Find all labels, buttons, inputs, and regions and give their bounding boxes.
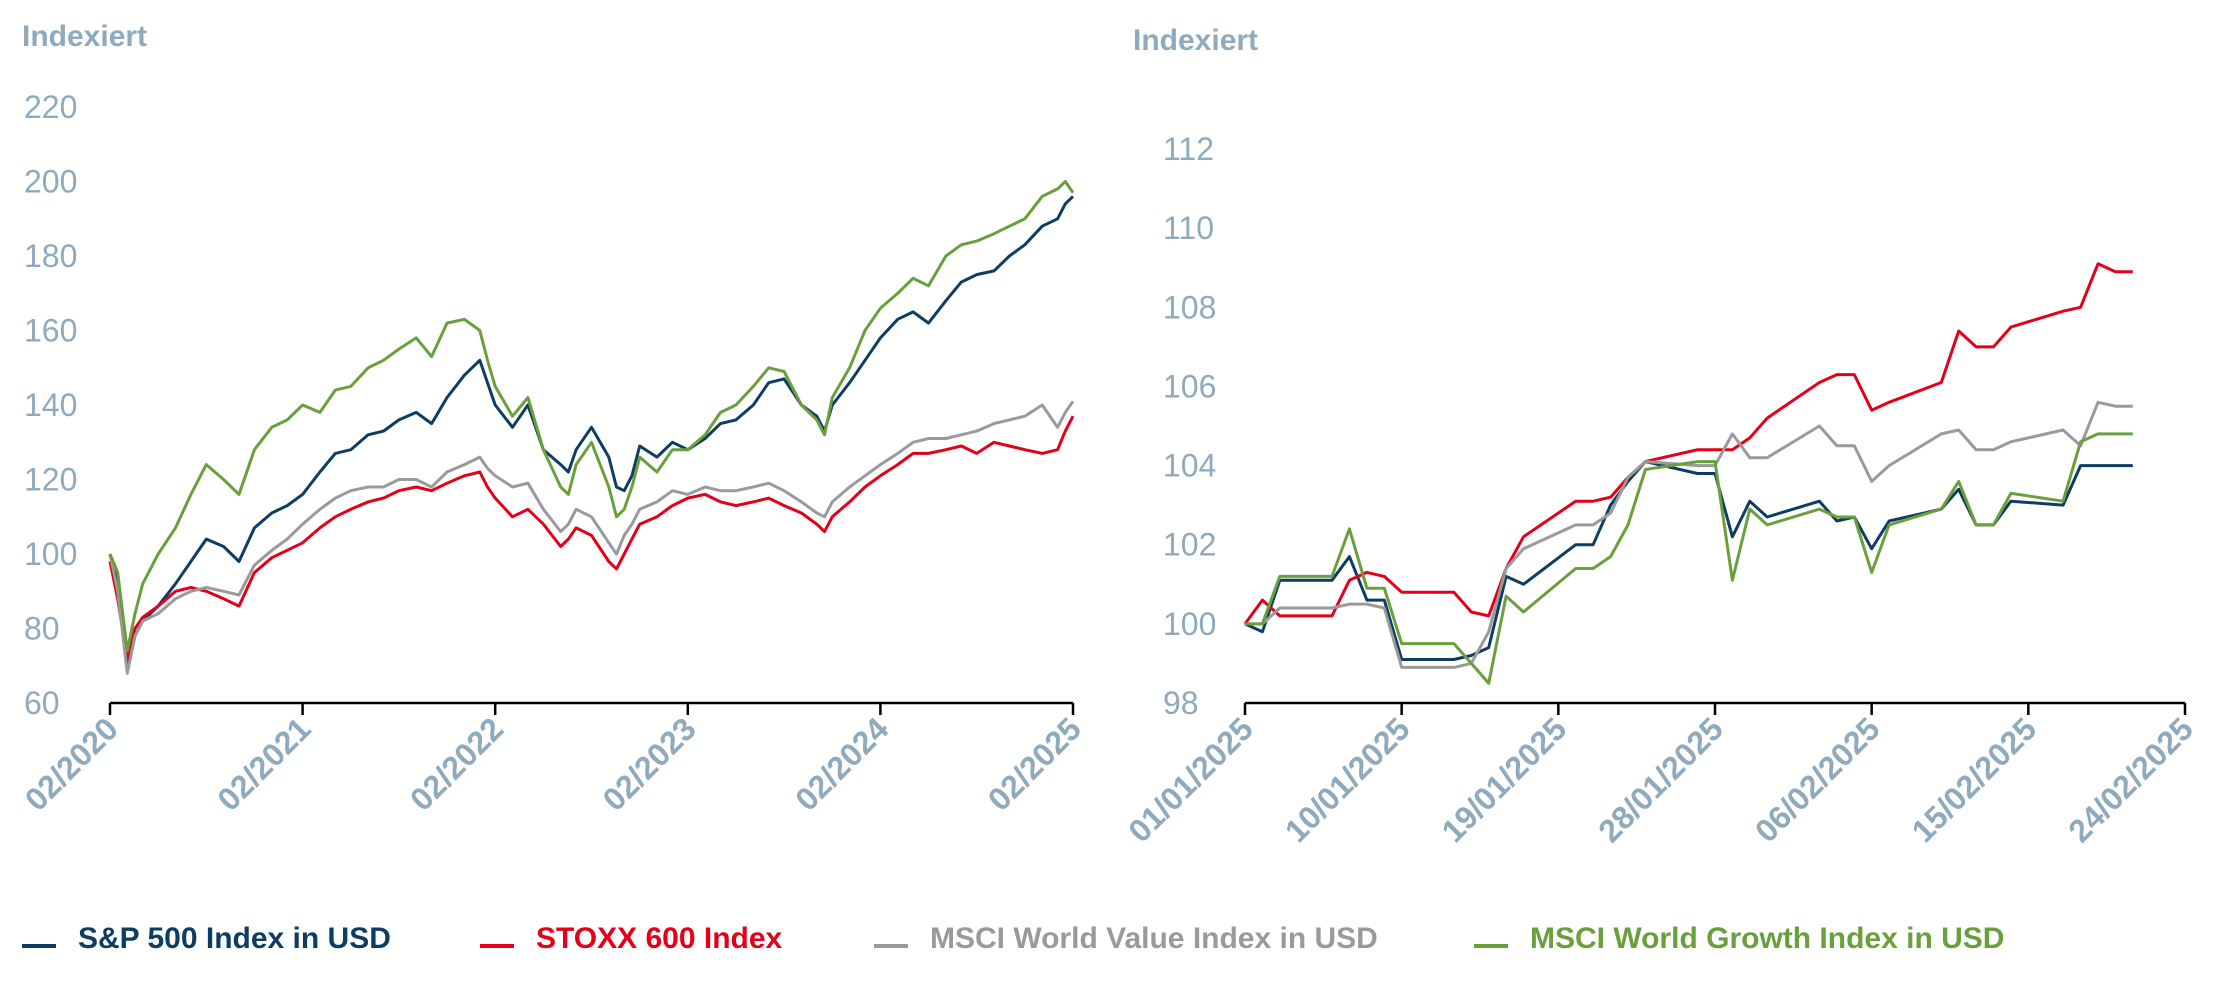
chart-left-xtick-label: 02/2020	[18, 710, 125, 817]
chart-left-xtick-label: 02/2021	[210, 710, 317, 817]
chart-right-xtick-label: 15/02/2025	[1905, 710, 2044, 849]
chart-left-ytick: 180	[24, 238, 77, 274]
chart-right-ytick: 104	[1163, 448, 1216, 484]
chart-right-ytick: 108	[1163, 289, 1216, 325]
chart-left-ytick: 80	[24, 611, 60, 647]
chart-right-ytick: 102	[1163, 527, 1216, 563]
chart-left-ytick: 220	[24, 89, 77, 125]
legend-swatch-msci-growth	[1474, 944, 1508, 948]
chart-right-line-stoxx600	[1243, 262, 2133, 625]
chart-right-ytick: 110	[1163, 210, 1214, 246]
chart-left-ytick: 100	[24, 536, 77, 572]
chart-right-line-msci-growth	[1245, 432, 2133, 685]
chart-right-xtick-label: 01/01/2025	[1121, 710, 1260, 849]
chart-left-line-msci-growth	[108, 180, 1075, 653]
chart-left: Indexiert 60 80 100 120 140 160 180 200 220 02/20…	[18, 20, 1088, 818]
chart-left-ytick: 160	[24, 313, 77, 349]
chart-right-line-sp500	[1244, 460, 2133, 661]
legend-item-sp500[interactable]: S&P 500 Index in USD	[22, 922, 391, 956]
chart-right-xtick-label: 19/01/2025	[1435, 710, 1574, 849]
chart-right-series	[1243, 262, 2133, 685]
legend-swatch-msci-value	[874, 944, 908, 948]
chart-legend: S&P 500 Index in USD STOXX 600 Index MSC…	[0, 922, 2226, 972]
legend-item-stoxx600[interactable]: STOXX 600 Index	[480, 922, 782, 956]
chart-left-ytick: 120	[24, 462, 77, 498]
chart-right-ytick: 112	[1163, 131, 1214, 167]
chart-left-line-sp500	[108, 195, 1075, 668]
chart-right-ylabel: Indexiert	[1133, 24, 1258, 57]
legend-item-msci-value[interactable]: MSCI World Value Index in USD	[874, 922, 1378, 956]
chart-left-ytick: 60	[24, 685, 60, 721]
chart-right-ytick: 98	[1163, 685, 1199, 721]
legend-swatch-sp500	[22, 944, 56, 948]
legend-swatch-stoxx600	[480, 944, 514, 948]
chart-left-line-msci-value	[108, 400, 1075, 675]
chart-right-xtick-label: 06/02/2025	[1748, 710, 1887, 849]
chart-left-series	[108, 180, 1075, 675]
chart-left-xtick-label: 02/2023	[596, 710, 703, 817]
chart-right-xtick-label: 10/01/2025	[1278, 710, 1417, 849]
chart-right-ytick: 106	[1163, 368, 1216, 404]
legend-label-sp500: S&P 500 Index in USD	[78, 922, 391, 955]
charts-canvas: Indexiert 60 80 100 120 140 160 180 200 220 02/20…	[18, 20, 2200, 849]
chart-left-ytick: 140	[24, 387, 77, 423]
chart-left-line-stoxx600	[108, 415, 1075, 660]
chart-left-ytick: 200	[24, 164, 77, 200]
chart-right-xtick-label: 28/01/2025	[1591, 710, 1730, 849]
chart-right: Indexiert 98 100 102 104 106 108 110 112 01/01/2…	[1121, 24, 2200, 849]
legend-label-msci-growth: MSCI World Growth Index in USD	[1530, 922, 2005, 955]
chart-left-xtick-label: 02/2022	[403, 710, 510, 817]
chart-left-xtick-label: 02/2024	[788, 710, 895, 817]
legend-label-msci-value: MSCI World Value Index in USD	[930, 922, 1378, 955]
chart-right-ytick: 100	[1163, 606, 1216, 642]
chart-right-line-msci-value	[1245, 400, 2133, 669]
chart-left-ylabel: Indexiert	[22, 20, 147, 53]
chart-left-xtick-label: 02/2025	[981, 710, 1088, 817]
legend-label-stoxx600: STOXX 600 Index	[536, 922, 783, 955]
chart-right-axes: 98 100 102 104 106 108 110 112 01/01/2025 10/01/2…	[1121, 131, 2200, 849]
legend-item-msci-growth[interactable]: MSCI World Growth Index in USD	[1474, 922, 2004, 956]
chart-right-xtick-label: 24/02/2025	[2061, 710, 2200, 849]
